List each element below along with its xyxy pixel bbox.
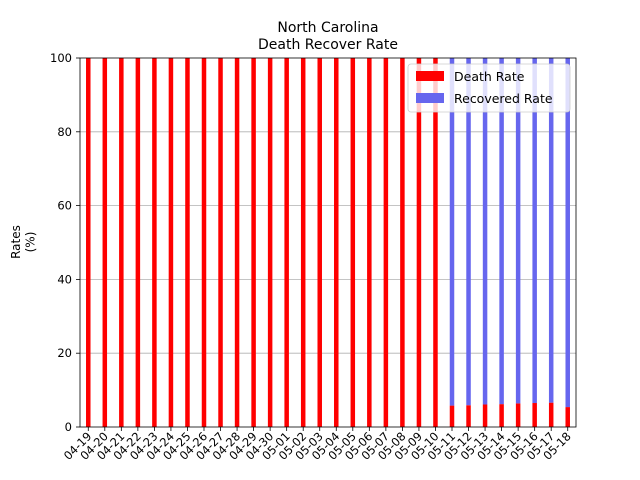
death-rate-bar bbox=[300, 58, 306, 427]
death-rate-bar bbox=[284, 58, 289, 427]
death-rate-bar bbox=[317, 58, 322, 427]
death-rate-bar bbox=[135, 58, 141, 427]
death-rate-bar bbox=[86, 58, 91, 427]
bars bbox=[86, 58, 570, 427]
recovered-rate-bar bbox=[515, 58, 521, 404]
legend-swatch-death bbox=[416, 71, 444, 81]
death-rate-bar bbox=[565, 407, 570, 427]
death-rate-bar bbox=[367, 58, 372, 427]
death-rate-bar bbox=[251, 58, 256, 427]
death-rate-bar bbox=[433, 58, 438, 427]
y-tick-label: 40 bbox=[57, 272, 72, 286]
legend-label-death: Death Rate bbox=[454, 69, 525, 84]
death-rate-bar bbox=[548, 402, 554, 427]
death-rate-bar bbox=[482, 404, 488, 427]
death-rate-bar bbox=[449, 405, 455, 427]
y-tick-label: 0 bbox=[65, 420, 72, 434]
legend-label-recovered: Recovered Rate bbox=[454, 91, 553, 106]
death-rate-bar bbox=[383, 58, 389, 427]
death-rate-bar bbox=[515, 403, 521, 427]
death-rate-bar bbox=[119, 58, 124, 427]
y-tick-label: 100 bbox=[50, 51, 72, 65]
death-rate-bar bbox=[416, 58, 422, 427]
death-rate-bar bbox=[267, 58, 273, 427]
death-rate-bar bbox=[218, 58, 223, 427]
death-rate-bar bbox=[334, 58, 339, 427]
recovered-rate-bar bbox=[499, 58, 504, 405]
x-ticks: 04-1904-2004-2104-2204-2304-2404-2504-26… bbox=[61, 427, 574, 463]
recovered-rate-bar bbox=[532, 58, 537, 404]
legend-box bbox=[407, 63, 571, 113]
death-rate-bar bbox=[152, 58, 157, 427]
death-rate-bar bbox=[400, 58, 405, 427]
legend-swatch-recovered bbox=[416, 93, 444, 103]
death-rate-bar bbox=[168, 58, 174, 427]
legend: Death Rate Recovered Rate bbox=[407, 63, 571, 113]
chart-subtitle: Death Recover Rate bbox=[258, 37, 398, 53]
y-axis-label-line: Rates bbox=[9, 225, 23, 259]
recovered-rate-bar bbox=[548, 58, 554, 403]
y-tick-label: 20 bbox=[57, 346, 72, 360]
recovered-rate-bar bbox=[565, 58, 570, 408]
y-tick-label: 80 bbox=[57, 125, 72, 139]
plot-frame bbox=[79, 57, 577, 428]
death-rate-bar bbox=[532, 403, 537, 427]
recovered-rate-bar bbox=[466, 58, 471, 406]
y-tick-label: 60 bbox=[57, 199, 72, 213]
recovered-rate-bar bbox=[449, 58, 455, 406]
death-rate-bar bbox=[234, 58, 240, 427]
axes bbox=[79, 57, 577, 428]
y-axis-label: Rates(%) bbox=[9, 225, 37, 259]
death-rate-bar bbox=[466, 405, 471, 427]
death-rate-bar bbox=[350, 58, 356, 427]
death-rate-bar bbox=[499, 404, 504, 427]
death-rate-bar bbox=[102, 58, 108, 427]
death-rate-bar bbox=[201, 58, 207, 427]
recovered-rate-bar bbox=[482, 58, 488, 405]
y-ticks: 0 20 40 60 80 100 bbox=[50, 51, 80, 434]
chart-title: North Carolina bbox=[277, 20, 378, 36]
death-rate-bar bbox=[185, 58, 190, 427]
y-axis-label-line: (%) bbox=[23, 232, 37, 253]
gridlines bbox=[80, 131, 576, 354]
